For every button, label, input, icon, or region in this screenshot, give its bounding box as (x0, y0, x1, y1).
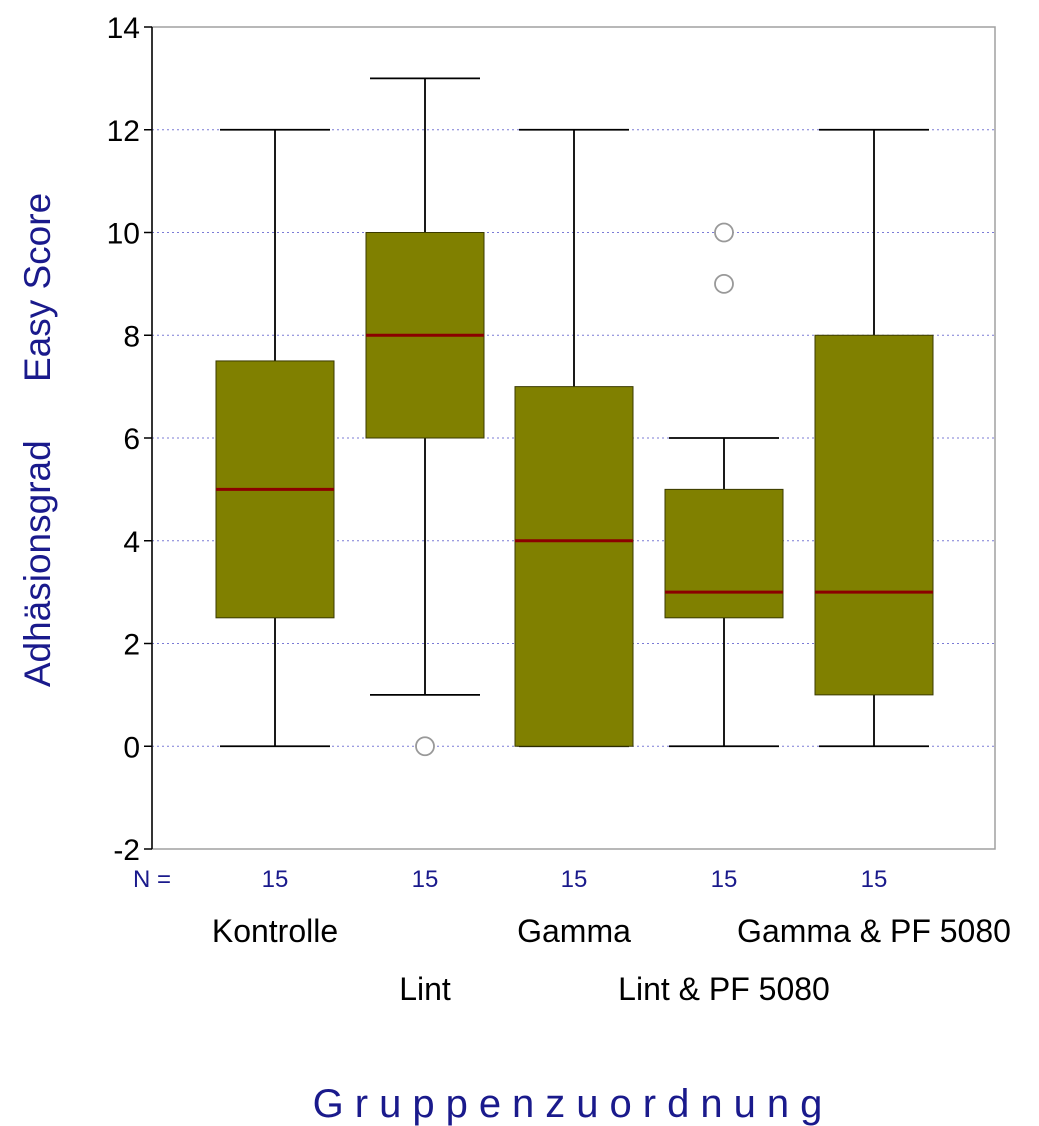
box-iqr (514, 386, 634, 747)
n-count-label: 15 (412, 866, 439, 893)
outlier-point (714, 222, 734, 243)
category-label: Gamma (517, 913, 631, 949)
y-tick-label: 0 (123, 731, 140, 764)
outlier-point (714, 273, 734, 294)
n-count-label: 15 (561, 866, 588, 893)
box-group (215, 128, 335, 748)
y-axis: -2 0 2 4 6 8 10 12 14 (107, 12, 153, 867)
box-group (514, 128, 634, 748)
n-count-label: 15 (861, 866, 888, 893)
y-tick-label: 2 (123, 629, 140, 662)
box-iqr (664, 488, 784, 619)
y-axis-label-part-1: Adhäsionsgrad (17, 440, 58, 687)
y-tick-label: 4 (123, 526, 140, 559)
box-iqr (814, 334, 934, 696)
category-label: Lint & PF 5080 (618, 971, 830, 1007)
y-tick-label: 10 (107, 218, 140, 251)
y-axis-label-part-2: Easy Score (17, 193, 58, 382)
y-tick-label: 8 (123, 320, 140, 353)
n-count-label: 15 (711, 866, 738, 893)
x-axis-label: Gruppenzuordnung (313, 1082, 834, 1126)
boxes (215, 77, 934, 757)
category-label: Gamma & PF 5080 (737, 913, 1011, 949)
category-label: Lint (399, 971, 451, 1007)
n-counts: 15 15 15 15 15 (262, 866, 888, 893)
outlier-point (415, 736, 435, 757)
y-axis-label: Adhäsionsgrad Easy Score (17, 193, 58, 687)
n-count-label: 15 (262, 866, 289, 893)
n-prefix: N = (133, 866, 171, 893)
box-group (365, 77, 485, 757)
category-labels: Kontrolle Lint Gamma Lint & PF 5080 Gamma & … (212, 913, 1011, 1007)
y-tick-label: 14 (107, 12, 140, 45)
box-group (814, 128, 934, 748)
y-tick-label: 12 (107, 115, 140, 148)
y-tick-label: -2 (113, 834, 140, 867)
box-group (664, 222, 784, 748)
category-label: Kontrolle (212, 913, 338, 949)
y-tick-label: 6 (123, 423, 140, 456)
